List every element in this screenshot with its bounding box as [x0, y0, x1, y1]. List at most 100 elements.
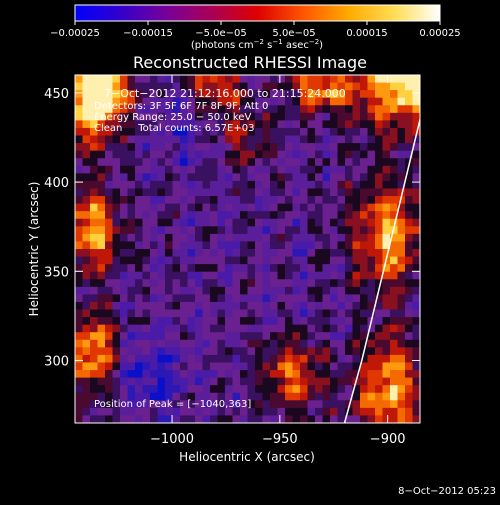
heatmap-cell	[142, 264, 151, 273]
heatmap-cell	[270, 339, 279, 348]
heatmap-cell	[202, 256, 211, 265]
heatmap-cell	[255, 233, 264, 243]
heatmap-cell	[90, 400, 99, 409]
heatmap-cell	[187, 370, 196, 379]
heatmap-cell	[240, 226, 249, 235]
heatmap-cell	[82, 105, 91, 114]
heatmap-cell	[247, 150, 256, 159]
heatmap-cell	[135, 332, 144, 341]
heatmap-cell	[337, 180, 346, 190]
heatmap-cell	[300, 347, 309, 356]
heatmap-cell	[277, 400, 286, 409]
heatmap-cell	[120, 370, 129, 379]
heatmap-cell	[300, 97, 309, 106]
heatmap-cell	[217, 286, 226, 295]
heatmap-cell	[412, 188, 420, 197]
heatmap-cell	[307, 143, 316, 152]
heatmap-cell	[345, 256, 354, 265]
heatmap-cell	[202, 97, 211, 106]
heatmap-cell	[412, 324, 420, 333]
heatmap-cell	[195, 218, 204, 227]
heatmap-cell	[202, 271, 211, 280]
heatmap-cell	[352, 75, 361, 84]
heatmap-cell	[247, 339, 256, 348]
heatmap-cell	[75, 264, 84, 273]
heatmap-cell	[270, 317, 279, 326]
heatmap-cell	[217, 392, 226, 401]
heatmap-cell	[255, 135, 264, 144]
heatmap-cell	[322, 218, 331, 227]
heatmap-cell	[270, 407, 279, 417]
heatmap-cell	[82, 339, 91, 348]
heatmap-cell	[172, 97, 181, 106]
heatmap-cell	[187, 203, 196, 212]
heatmap-cell	[195, 249, 204, 258]
heatmap-cell	[232, 362, 241, 371]
heatmap-cell	[390, 392, 399, 401]
heatmap-cell	[360, 218, 369, 227]
heatmap-cell	[217, 188, 226, 197]
heatmap-cell	[82, 158, 91, 167]
heatmap-cell	[150, 286, 159, 295]
heatmap-image	[75, 75, 420, 423]
heatmap-cell	[142, 82, 151, 91]
heatmap-cell	[210, 196, 219, 205]
heatmap-cell	[367, 135, 376, 144]
heatmap-cell	[90, 249, 99, 258]
heatmap-cell	[172, 158, 181, 167]
heatmap-cell	[405, 97, 414, 106]
heatmap-cell	[247, 135, 256, 144]
heatmap-cell	[202, 317, 211, 326]
heatmap-cell	[247, 370, 256, 379]
heatmap-cell	[157, 127, 166, 137]
heatmap-cell	[240, 354, 249, 364]
heatmap-cell	[300, 400, 309, 409]
heatmap-cell	[307, 370, 316, 379]
heatmap-cell	[150, 241, 159, 250]
heatmap-cell	[277, 377, 286, 386]
heatmap-cell	[352, 233, 361, 243]
heatmap-cell	[157, 362, 166, 371]
heatmap-cell	[345, 347, 354, 356]
heatmap-cell	[75, 173, 84, 182]
heatmap-cell	[390, 135, 399, 144]
heatmap-cell	[247, 112, 256, 121]
heatmap-cell	[330, 173, 339, 182]
heatmap-cell	[75, 241, 84, 250]
heatmap-cell	[157, 286, 166, 295]
heatmap-cell	[322, 264, 331, 273]
heatmap-cell	[285, 211, 294, 220]
heatmap-cell	[210, 82, 219, 91]
heatmap-cell	[277, 241, 286, 250]
heatmap-cell	[390, 256, 399, 265]
heatmap-cell	[277, 385, 286, 394]
heatmap-cell	[270, 90, 279, 99]
heatmap-cell	[240, 241, 249, 250]
heatmap-cell	[292, 241, 301, 250]
heatmap-cell	[337, 196, 346, 205]
heatmap-cell	[172, 264, 181, 273]
heatmap-cell	[150, 203, 159, 212]
heatmap-cell	[397, 271, 406, 280]
heatmap-cell	[345, 354, 354, 364]
heatmap-cell	[285, 82, 294, 91]
heatmap-cell	[187, 143, 196, 152]
heatmap-cell	[412, 135, 420, 144]
heatmap-cell	[285, 226, 294, 235]
heatmap-cell	[412, 339, 420, 348]
heatmap-cell	[217, 150, 226, 159]
heatmap-cell	[330, 105, 339, 114]
heatmap-cell	[285, 241, 294, 250]
heatmap-cell	[375, 180, 384, 190]
heatmap-cell	[405, 211, 414, 220]
heatmap-cell	[375, 370, 384, 379]
heatmap-cell	[412, 264, 420, 273]
heatmap-cell	[412, 180, 420, 190]
heatmap-cell	[330, 218, 339, 227]
heatmap-cell	[360, 286, 369, 295]
heatmap-cell	[135, 173, 144, 182]
heatmap-cell	[187, 309, 196, 318]
heatmap-cell	[330, 165, 339, 174]
heatmap-cell	[307, 112, 316, 121]
heatmap-cell	[120, 249, 129, 258]
